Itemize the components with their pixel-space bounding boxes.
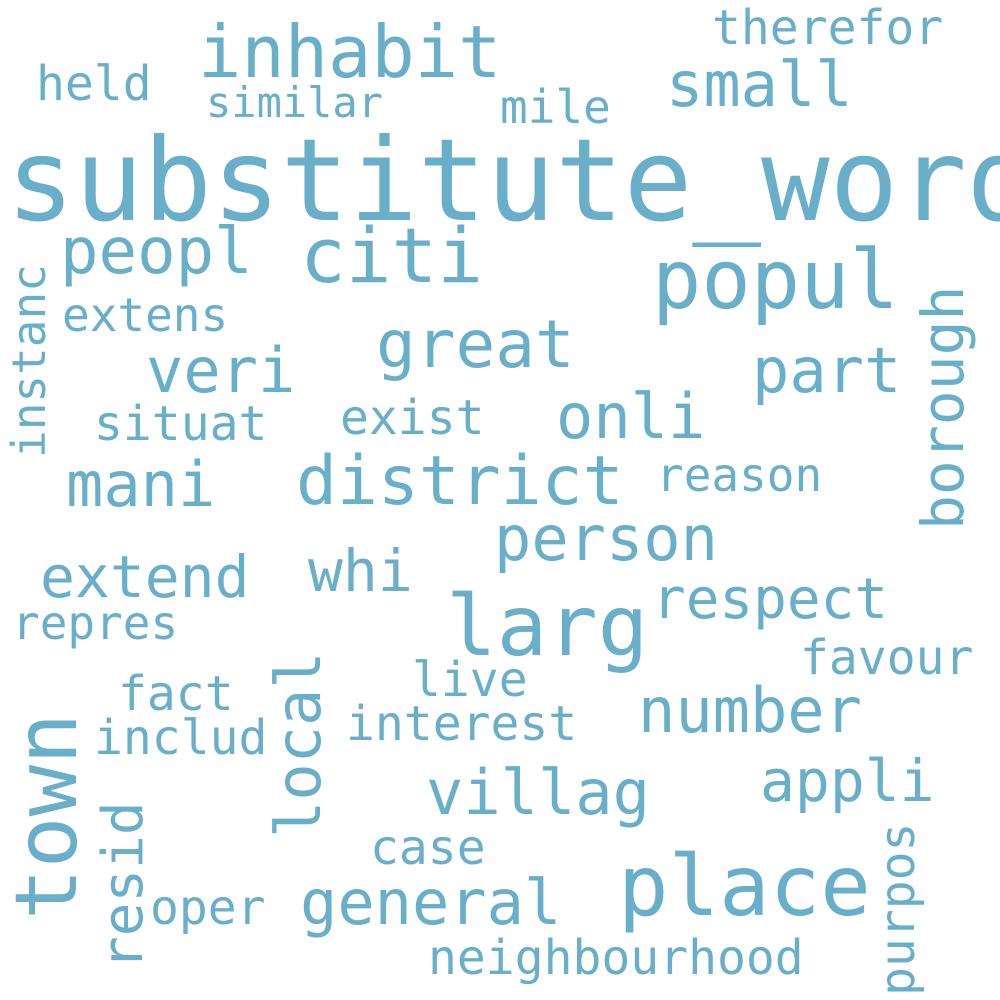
- word-instanc: instanc: [2, 264, 56, 458]
- word-favour: favour: [800, 630, 974, 686]
- word-whi: whi: [308, 537, 413, 605]
- word-general: general: [300, 866, 562, 939]
- word-small: small: [666, 48, 853, 121]
- word-citi: citi: [300, 211, 484, 300]
- word-mile: mile: [500, 80, 611, 134]
- word-place: place: [618, 837, 871, 935]
- word-town: town: [0, 712, 97, 920]
- word-popul: popul: [652, 233, 899, 328]
- word-reason: reason: [656, 448, 823, 502]
- word-purpos: purpos: [870, 822, 926, 996]
- word-inhabit: inhabit: [198, 10, 502, 94]
- word-held: held: [36, 56, 152, 112]
- word-larg: larg: [446, 577, 649, 675]
- word-neighbourhood: neighbourhood: [428, 930, 804, 986]
- word-case: case: [370, 820, 486, 876]
- word-veri: veri: [146, 334, 296, 407]
- word-includ: includ: [94, 710, 268, 766]
- word-borough: borough: [909, 285, 977, 530]
- word-fact: fact: [118, 666, 234, 722]
- word-oper: oper: [150, 880, 266, 936]
- word-onli: onli: [556, 380, 706, 453]
- word-district: district: [296, 442, 624, 521]
- word-therefor: therefor: [712, 0, 944, 56]
- word-person: person: [494, 502, 718, 575]
- word-similar: similar: [206, 78, 384, 127]
- word-peopl: peopl: [60, 215, 253, 289]
- word-respect: respect: [652, 567, 889, 632]
- word-substitute-word: substitute_word: [6, 114, 1000, 247]
- word-situat: situat: [94, 396, 268, 452]
- word-live: live: [412, 652, 528, 708]
- word-exist: exist: [340, 390, 485, 446]
- word-extend: extend: [40, 543, 250, 611]
- word-local: local: [262, 651, 335, 838]
- word-part: part: [752, 334, 902, 407]
- word-interest: interest: [346, 696, 578, 752]
- word-mani: mani: [66, 448, 216, 521]
- word-extens: extens: [62, 288, 229, 342]
- word-villag: villag: [426, 756, 650, 829]
- word-great: great: [376, 306, 575, 383]
- word-repres: repres: [12, 596, 179, 650]
- word-number: number: [638, 674, 862, 747]
- word-resid: resid: [91, 801, 156, 970]
- word-appli: appli: [760, 747, 935, 815]
